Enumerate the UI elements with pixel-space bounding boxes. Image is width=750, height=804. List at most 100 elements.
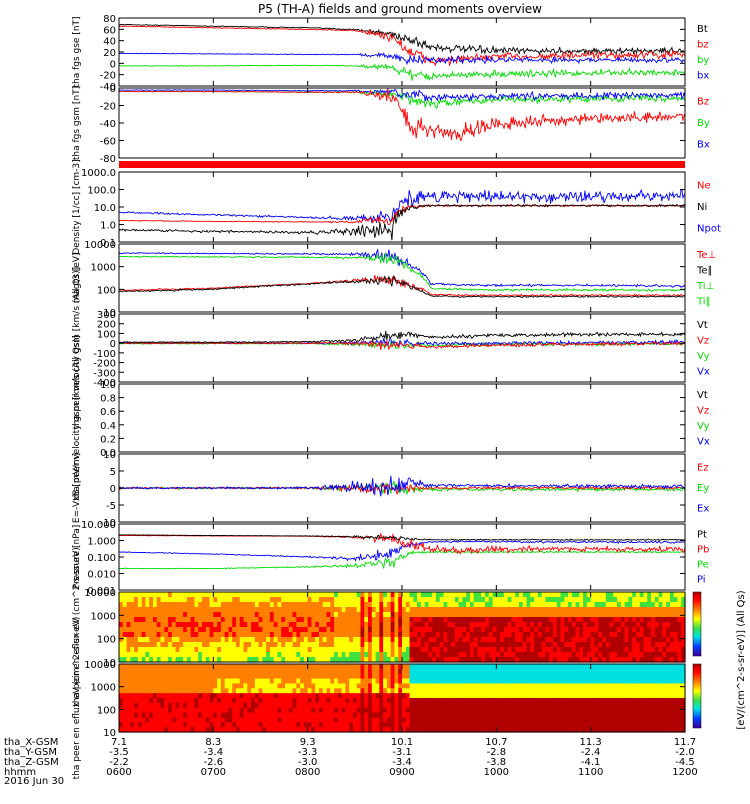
spectrogram-cell: [447, 602, 452, 608]
spectrogram-cell: [171, 597, 177, 603]
spectrogram-cell: [247, 722, 252, 728]
spectrogram-cell: [186, 664, 192, 670]
spectrogram-cell: [432, 717, 437, 723]
spectrogram-cell: [537, 597, 543, 603]
spectrogram-cell: [673, 727, 679, 733]
spectrogram-cell: [477, 698, 482, 704]
spectrogram-cell: [571, 727, 577, 733]
spectrogram-cell: [330, 602, 335, 608]
spectrogram-cell: [152, 717, 158, 723]
spectrogram-cell: [262, 642, 267, 648]
spectrogram-cell: [454, 668, 460, 675]
spectrogram-cell: [152, 673, 158, 680]
spectrogram-cell: [586, 627, 592, 633]
spectrogram-cell: [458, 678, 463, 685]
spectrogram-cell: [681, 607, 686, 613]
spectrogram-cell: [232, 652, 237, 658]
spectrogram-cell: [435, 693, 441, 699]
spectrogram-cell: [451, 602, 456, 608]
spectrogram-cell: [364, 592, 369, 598]
spectrogram-cell: [590, 592, 596, 598]
spectrogram-cell: [330, 668, 335, 675]
spectrogram-cell: [269, 673, 275, 680]
spectrogram-cell: [681, 612, 686, 618]
spectrogram-cell: [469, 727, 475, 733]
spectrogram-cell: [345, 664, 350, 670]
spectrogram-cell: [635, 722, 641, 728]
spectrogram-cell: [488, 668, 494, 675]
spectrogram-cell: [447, 617, 452, 623]
spectrogram-cell: [137, 642, 143, 648]
spectrogram-cell: [220, 622, 226, 628]
spectrogram-cell: [545, 602, 550, 608]
spectrogram-cell: [447, 712, 452, 719]
spectrogram-cell: [537, 657, 543, 663]
spectrogram-cell: [507, 678, 513, 685]
spectrogram-cell: [220, 637, 226, 643]
spectrogram-cell: [451, 642, 456, 648]
spectrogram-cell: [496, 668, 501, 675]
spectrogram-cell: [485, 622, 490, 628]
spectrogram-cell: [507, 602, 513, 608]
spectrogram-cell: [164, 622, 169, 628]
spectrogram-cell: [269, 607, 275, 613]
spectrogram-cell: [469, 637, 475, 643]
spectrogram-cell: [556, 664, 562, 670]
spectrogram-cell: [609, 652, 614, 658]
spectrogram-cell: [364, 678, 369, 685]
spectrogram-cell: [428, 693, 433, 699]
spectrogram-cell: [575, 597, 580, 603]
spectrogram-cell: [122, 657, 128, 663]
spectrogram-cell: [549, 707, 554, 714]
spectrogram-cell: [669, 657, 675, 663]
spectrogram-cell: [526, 673, 531, 680]
spectrogram-cell: [413, 657, 418, 663]
spectrogram-cell: [379, 693, 384, 699]
spectrogram-cell: [190, 637, 196, 643]
spectrogram-cell: [383, 657, 388, 663]
spectrogram-cell: [160, 652, 165, 658]
spectrogram-cell: [394, 664, 399, 670]
spectrogram-cell: [315, 683, 320, 689]
spectrogram-cell: [500, 632, 505, 638]
spectrogram-cell: [198, 702, 203, 709]
spectrogram-cell: [273, 627, 279, 633]
spectrogram-cell: [462, 657, 467, 663]
spectrogram-cell: [466, 637, 471, 643]
spectrogram-cell: [352, 664, 358, 670]
spectrogram-cell: [511, 717, 516, 723]
spectrogram-cell: [341, 607, 346, 613]
spectrogram-cell: [522, 617, 528, 623]
spectrogram-cell: [168, 647, 173, 653]
spectrogram-cell: [126, 702, 131, 709]
spectrogram-cell: [534, 622, 539, 628]
spectrogram-cell: [518, 617, 524, 623]
spectrogram-cell: [145, 637, 150, 643]
spectrogram-cell: [137, 597, 143, 603]
spectrogram-cell: [575, 622, 580, 628]
spectrogram-cell: [122, 592, 128, 598]
spectrogram-cell: [202, 722, 207, 728]
spectrogram-cell: [122, 647, 128, 653]
spectrogram-cell: [303, 597, 309, 603]
spectrogram-cell: [243, 617, 248, 623]
spectrogram-cell: [375, 632, 380, 638]
series-Pe: [118, 549, 686, 570]
spectrogram-cell: [454, 602, 460, 608]
spectrogram-cell: [609, 637, 614, 643]
spectrogram-cell: [673, 637, 679, 643]
spectrogram-cell: [647, 607, 652, 613]
spectrogram-cell: [443, 678, 448, 685]
spectrogram-cell: [677, 597, 682, 603]
orbit-value: 10.7: [485, 737, 507, 748]
spectrogram-cell: [432, 647, 437, 653]
spectrogram-cell: [141, 647, 147, 653]
spectrogram-cell: [673, 612, 679, 618]
spectrogram-cell: [503, 698, 509, 704]
spectrogram-cell: [583, 597, 588, 603]
spectrogram-cell: [337, 702, 343, 709]
spectrogram-cell: [458, 627, 463, 633]
spectrogram-cell: [560, 668, 565, 675]
spectrogram-cell: [420, 683, 426, 689]
spectrogram-cell: [552, 683, 558, 689]
